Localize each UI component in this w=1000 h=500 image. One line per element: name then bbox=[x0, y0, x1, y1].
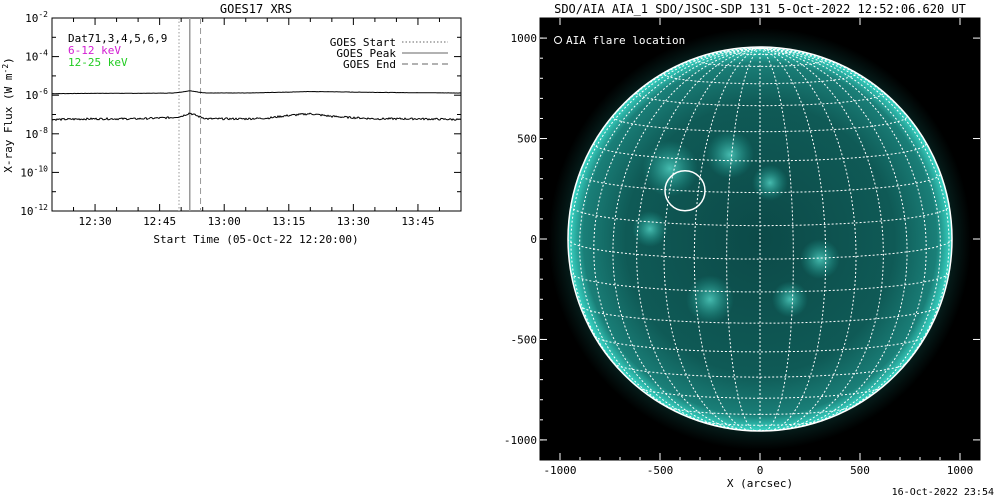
xrs-x-tick-label: 13:15 bbox=[272, 215, 305, 228]
latitude-line bbox=[579, 173, 941, 194]
xrs-y-tick-label: 10-8 bbox=[25, 126, 48, 141]
longitude-line bbox=[570, 47, 761, 402]
longitude-line bbox=[759, 47, 950, 402]
aia-image-title: SDO/AIA AIA_1 SDO/JSOC-SDP 131 5-Oct-202… bbox=[554, 2, 966, 16]
xrs-y-axis-label: X-ray Flux (W m-2) bbox=[1, 57, 15, 173]
aia-flare-location-marker bbox=[664, 170, 706, 212]
xrs-x-tick-label: 13:00 bbox=[208, 215, 241, 228]
active-region-glow bbox=[752, 164, 788, 201]
aia-y-tick-label: -500 bbox=[511, 333, 538, 346]
longitude-line bbox=[759, 47, 827, 431]
aia-image-panel: SDO/AIA AIA_1 SDO/JSOC-SDP 131 5-Oct-202… bbox=[504, 2, 981, 490]
longitude-line bbox=[579, 47, 761, 424]
aia-x-tick-label: 1000 bbox=[947, 464, 974, 477]
xrs-y-tick-label: 10-4 bbox=[25, 49, 48, 64]
aia-legend-label: AIA flare location bbox=[566, 34, 685, 47]
xrs-info-line: 12-25 keV bbox=[68, 56, 128, 69]
latitude-line bbox=[579, 304, 941, 324]
longitude-line bbox=[636, 47, 761, 431]
aia-y-tick-label: 0 bbox=[530, 233, 537, 246]
xrs-x-tick-label: 13:45 bbox=[401, 215, 434, 228]
aia-y-tick-label: -1000 bbox=[504, 434, 537, 447]
aia-y-axis: -1000 -500 0 500 1000 bbox=[504, 32, 980, 447]
xrs-x-axis-label: Start Time (05-Oct-22 12:20:00) bbox=[153, 233, 358, 246]
aia-x-tick-label: -1000 bbox=[543, 464, 576, 477]
longitude-line bbox=[726, 47, 761, 432]
xrs-x-tick-label: 12:45 bbox=[143, 215, 176, 228]
longitude-line bbox=[612, 47, 761, 429]
xrs-series-line-long bbox=[52, 90, 461, 95]
aia-y-tick-label: 500 bbox=[517, 133, 537, 146]
aia-legend-swatch bbox=[554, 36, 562, 44]
longitude-line bbox=[759, 47, 941, 424]
xrs-legend-label: GOES Peak bbox=[336, 47, 396, 60]
aia-x-tick-label: 0 bbox=[757, 464, 764, 477]
xrs-series-group bbox=[52, 90, 461, 122]
latitude-line bbox=[594, 335, 926, 353]
solar-limb bbox=[567, 46, 953, 432]
longitude-line bbox=[759, 47, 857, 431]
xrs-chart-title: GOES17 XRS bbox=[220, 2, 292, 16]
goes-event-markers bbox=[178, 18, 202, 211]
longitude-line bbox=[593, 47, 761, 429]
latitude-line bbox=[697, 420, 823, 426]
xrs-x-tick-label: 13:30 bbox=[337, 215, 370, 228]
xrs-x-axis: 12:30 12:45 13:00 13:15 13:30 13:45 bbox=[51, 18, 462, 228]
flare-location-circle bbox=[664, 170, 706, 212]
xrs-y-tick-label: 10-6 bbox=[25, 87, 48, 102]
heliographic-grid bbox=[567, 46, 953, 432]
active-region-glow bbox=[772, 281, 808, 318]
active-region-glow bbox=[686, 275, 734, 324]
longitude-line bbox=[663, 47, 761, 431]
xrs-y-tick-label: 10-12 bbox=[20, 203, 48, 218]
xrs-legend-label: GOES End bbox=[343, 58, 396, 71]
xrs-y-tick-label: 10-2 bbox=[25, 10, 48, 25]
xrs-info-line: 6-12 keV bbox=[68, 44, 121, 57]
aia-x-tick-label: -500 bbox=[647, 464, 674, 477]
aia-x-tick-label: 500 bbox=[850, 464, 870, 477]
aia-x-axis: -1000 -500 0 500 1000 bbox=[543, 18, 973, 477]
active-region-glow bbox=[632, 210, 668, 247]
longitude-line bbox=[759, 47, 927, 429]
xrs-legend-label: GOES Start bbox=[330, 36, 396, 49]
longitude-line bbox=[759, 47, 794, 432]
goes-xrs-chart: GOES17 XRS 10-12 10-10 10-8 10-6 10-4 10-2 12… bbox=[1, 2, 462, 246]
xrs-y-tick-label: 10-10 bbox=[20, 164, 48, 179]
xrs-series-line-short bbox=[52, 112, 461, 122]
latitude-line bbox=[613, 362, 907, 378]
active-region-glow bbox=[706, 130, 754, 179]
xrs-x-tick-label: 12:30 bbox=[78, 215, 111, 228]
active-region-glow bbox=[800, 239, 840, 280]
aia-legend: AIA flare location bbox=[554, 34, 685, 47]
aia-y-tick-label: 1000 bbox=[511, 32, 538, 45]
longitude-line bbox=[759, 47, 908, 429]
footer-timestamp: 16-Oct-2022 23:54 bbox=[891, 487, 994, 498]
xrs-y-axis: 10-12 10-10 10-8 10-6 10-4 10-2 bbox=[20, 10, 461, 218]
longitude-line bbox=[759, 47, 884, 431]
longitude-line bbox=[693, 47, 761, 431]
xrs-info-line: Dat71,3,4,5,6,9 bbox=[68, 32, 167, 45]
active-region-glow bbox=[642, 140, 698, 197]
aia-x-axis-label: X (arcsec) bbox=[727, 477, 793, 490]
